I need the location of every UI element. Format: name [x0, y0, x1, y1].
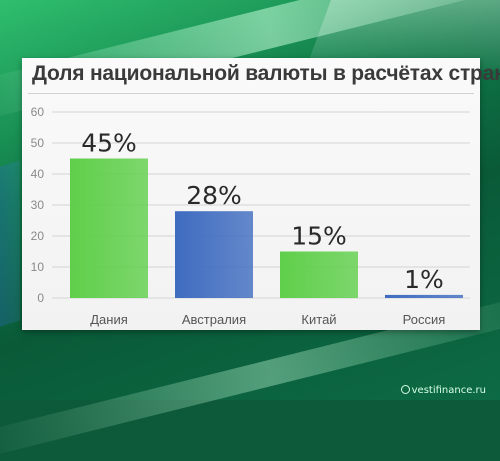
background-glass — [0, 160, 20, 340]
bar — [70, 158, 148, 298]
y-tick-label: 20 — [31, 229, 45, 243]
globe-icon — [400, 385, 410, 394]
bar-chart: 0 10 20 30 40 50 60 45% Дания 28% Австралия 15% Кита… — [31, 105, 470, 327]
y-tick-label: 10 — [31, 260, 45, 274]
chart-title: Доля национальной валюты в расчётах стра… — [32, 62, 500, 85]
bar — [280, 251, 358, 298]
chart-panel: Доля национальной валюты в расчётах стра… — [22, 58, 500, 330]
bar — [175, 211, 253, 298]
x-tick-label: Россия — [403, 312, 446, 327]
y-tick-label: 0 — [37, 291, 44, 305]
x-tick-label: Китай — [301, 312, 336, 327]
data-label: 1% — [404, 265, 444, 294]
y-tick-label: 40 — [31, 167, 45, 181]
data-label: 28% — [186, 181, 242, 210]
data-label: 45% — [81, 129, 137, 158]
y-tick-label: 30 — [31, 198, 45, 212]
x-tick-label: Австралия — [182, 312, 246, 327]
y-tick-label: 60 — [31, 105, 45, 119]
y-tick-label: 50 — [31, 136, 45, 150]
title-divider — [28, 93, 474, 94]
watermark: vestifinance.ru — [400, 385, 486, 396]
bar — [385, 294, 463, 298]
data-label: 15% — [291, 222, 347, 251]
x-tick-label: Дания — [90, 312, 128, 327]
watermark-text: vestifinance.ru — [411, 385, 486, 396]
